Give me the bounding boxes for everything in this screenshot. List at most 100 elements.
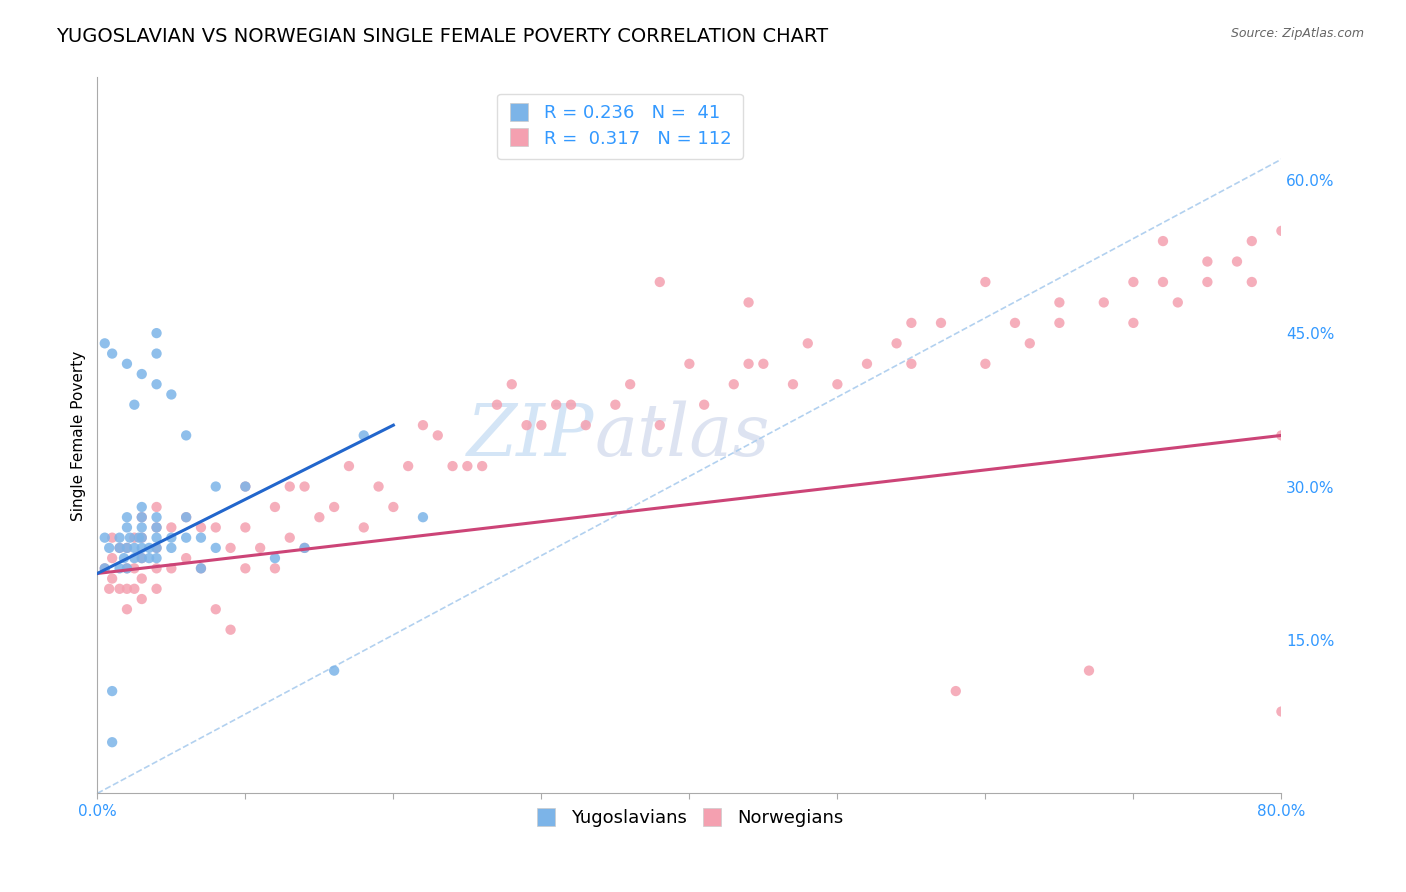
Point <box>471 459 494 474</box>
Point <box>1018 336 1040 351</box>
Point <box>974 275 997 289</box>
Point <box>929 316 952 330</box>
Point <box>353 520 375 534</box>
Point <box>1152 234 1174 248</box>
Point <box>485 398 508 412</box>
Point <box>138 541 160 555</box>
Point <box>308 510 330 524</box>
Point <box>115 561 138 575</box>
Point <box>249 541 271 555</box>
Point <box>160 387 183 401</box>
Point <box>945 684 967 698</box>
Point <box>235 520 257 534</box>
Point <box>131 551 153 566</box>
Point <box>678 357 700 371</box>
Point <box>115 357 138 371</box>
Point <box>1092 295 1115 310</box>
Point <box>101 531 124 545</box>
Point <box>131 510 153 524</box>
Point <box>441 459 464 474</box>
Point <box>160 541 183 555</box>
Point <box>145 346 167 360</box>
Point <box>145 551 167 566</box>
Legend: Yugoslavians, Norwegians: Yugoslavians, Norwegians <box>527 802 851 834</box>
Point <box>1270 705 1292 719</box>
Point <box>108 561 131 575</box>
Point <box>264 551 287 566</box>
Point <box>124 582 146 596</box>
Point <box>131 531 153 545</box>
Point <box>174 428 197 442</box>
Point <box>278 531 301 545</box>
Point <box>101 572 124 586</box>
Point <box>264 561 287 575</box>
Point <box>1047 295 1070 310</box>
Point <box>501 377 523 392</box>
Point <box>367 479 389 493</box>
Point <box>456 459 478 474</box>
Point <box>160 520 183 534</box>
Point <box>1122 275 1144 289</box>
Point <box>204 479 226 493</box>
Point <box>160 561 183 575</box>
Point <box>737 295 759 310</box>
Point <box>1078 664 1101 678</box>
Point <box>412 418 434 433</box>
Point <box>204 520 226 534</box>
Point <box>98 541 121 555</box>
Point <box>900 357 922 371</box>
Point <box>737 357 759 371</box>
Point <box>115 520 138 534</box>
Point <box>323 500 346 514</box>
Point <box>190 561 212 575</box>
Point <box>264 500 287 514</box>
Text: ZIP: ZIP <box>467 401 595 471</box>
Point <box>323 664 346 678</box>
Point <box>235 479 257 493</box>
Point <box>124 541 146 555</box>
Point <box>145 520 167 534</box>
Point <box>115 561 138 575</box>
Point <box>124 398 146 412</box>
Point <box>605 398 627 412</box>
Point <box>294 479 316 493</box>
Point <box>204 602 226 616</box>
Point <box>530 418 553 433</box>
Point <box>1122 316 1144 330</box>
Point <box>619 377 641 392</box>
Point <box>131 592 153 607</box>
Text: Source: ZipAtlas.com: Source: ZipAtlas.com <box>1230 27 1364 40</box>
Point <box>115 510 138 524</box>
Point <box>886 336 908 351</box>
Point <box>131 531 153 545</box>
Point <box>160 531 183 545</box>
Point <box>190 561 212 575</box>
Point <box>1197 254 1219 268</box>
Point <box>128 531 150 545</box>
Point <box>174 510 197 524</box>
Point <box>235 561 257 575</box>
Point <box>94 531 117 545</box>
Point <box>145 531 167 545</box>
Point <box>131 367 153 381</box>
Point <box>337 459 360 474</box>
Point <box>98 582 121 596</box>
Point <box>294 541 316 555</box>
Point <box>1270 428 1292 442</box>
Point <box>723 377 745 392</box>
Text: atlas: atlas <box>595 401 770 471</box>
Point <box>1240 275 1263 289</box>
Point <box>827 377 849 392</box>
Point <box>145 500 167 514</box>
Point <box>856 357 879 371</box>
Point <box>1152 275 1174 289</box>
Point <box>101 684 124 698</box>
Point <box>219 623 242 637</box>
Point <box>108 541 131 555</box>
Point <box>124 551 146 566</box>
Point <box>145 326 167 340</box>
Point <box>396 459 419 474</box>
Point <box>131 551 153 566</box>
Point <box>115 602 138 616</box>
Point <box>131 572 153 586</box>
